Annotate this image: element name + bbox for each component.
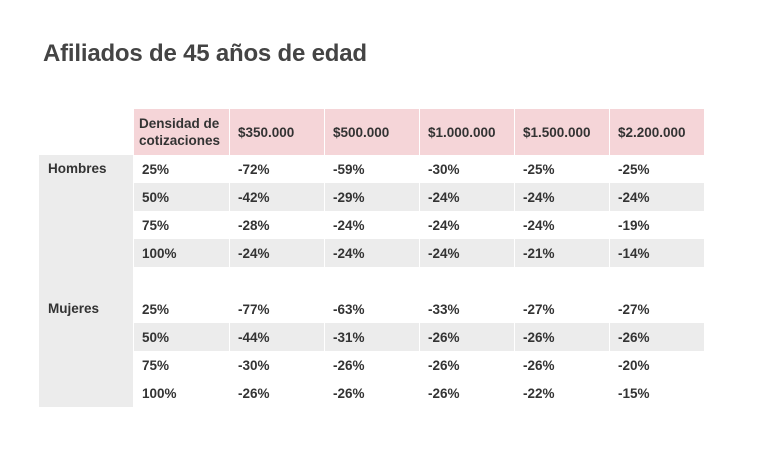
value-cell: -72% xyxy=(229,155,324,183)
value-cell: -24% xyxy=(324,211,419,239)
table-row: 100% -24% -24% -24% -21% -14% xyxy=(39,239,704,267)
value-cell: -25% xyxy=(609,155,704,183)
table-row: 100% -26% -26% -26% -22% -15% xyxy=(39,379,704,407)
value-cell: -24% xyxy=(419,239,514,267)
value-cell: -26% xyxy=(324,351,419,379)
value-cell: -59% xyxy=(324,155,419,183)
density-cell: 75% xyxy=(133,351,229,379)
value-cell: -24% xyxy=(324,239,419,267)
density-cell: 50% xyxy=(133,323,229,351)
column-header-500000: $500.000 xyxy=(324,109,419,155)
value-cell: -26% xyxy=(419,351,514,379)
column-header-2200000: $2.200.000 xyxy=(609,109,704,155)
value-cell: -14% xyxy=(609,239,704,267)
density-cell: 75% xyxy=(133,211,229,239)
value-cell: -26% xyxy=(514,323,609,351)
value-cell: -19% xyxy=(609,211,704,239)
value-cell: -21% xyxy=(514,239,609,267)
table-row: 75% -30% -26% -26% -26% -20% xyxy=(39,351,704,379)
table-row: 50% -42% -29% -24% -24% -24% xyxy=(39,183,704,211)
table-row: 75% -28% -24% -24% -24% -19% xyxy=(39,211,704,239)
density-cell: 100% xyxy=(133,239,229,267)
value-cell: -26% xyxy=(514,351,609,379)
column-header-350000: $350.000 xyxy=(229,109,324,155)
value-cell: -30% xyxy=(419,155,514,183)
header-blank-cell xyxy=(39,109,133,155)
value-cell: -44% xyxy=(229,323,324,351)
value-cell: -26% xyxy=(324,379,419,407)
density-cell: 25% xyxy=(133,155,229,183)
value-cell: -24% xyxy=(514,183,609,211)
value-cell: -30% xyxy=(229,351,324,379)
value-cell: -27% xyxy=(609,295,704,323)
column-header-1500000: $1.500.000 xyxy=(514,109,609,155)
density-cell: 50% xyxy=(133,183,229,211)
value-cell: -33% xyxy=(419,295,514,323)
value-cell: -25% xyxy=(514,155,609,183)
value-cell: -42% xyxy=(229,183,324,211)
density-cell: 25% xyxy=(133,295,229,323)
value-cell: -24% xyxy=(609,183,704,211)
value-cell: -22% xyxy=(514,379,609,407)
value-cell: -24% xyxy=(514,211,609,239)
header-row: Densidad de cotizaciones $350.000 $500.0… xyxy=(39,109,704,155)
value-cell: -24% xyxy=(419,183,514,211)
column-header-density: Densidad de cotizaciones xyxy=(133,109,229,155)
table-row: Mujeres 25% -77% -63% -33% -27% -27% xyxy=(39,295,704,407)
value-cell: -15% xyxy=(609,379,704,407)
data-table: Densidad de cotizaciones $350.000 $500.0… xyxy=(39,109,704,407)
value-cell: -26% xyxy=(229,379,324,407)
value-cell: -20% xyxy=(609,351,704,379)
value-cell: -26% xyxy=(419,379,514,407)
density-cell: 100% xyxy=(133,379,229,407)
table-spacer-row xyxy=(39,267,704,295)
value-cell: -26% xyxy=(419,323,514,351)
value-cell: -29% xyxy=(324,183,419,211)
value-cell: -24% xyxy=(419,211,514,239)
table-row: 50% -44% -31% -26% -26% -26% xyxy=(39,323,704,351)
value-cell: -63% xyxy=(324,295,419,323)
column-header-1000000: $1.000.000 xyxy=(419,109,514,155)
value-cell: -28% xyxy=(229,211,324,239)
value-cell: -31% xyxy=(324,323,419,351)
value-cell: -24% xyxy=(229,239,324,267)
value-cell: -26% xyxy=(609,323,704,351)
value-cell: -27% xyxy=(514,295,609,323)
group-label-hombres: Hombres xyxy=(39,155,133,295)
table-row: Hombres 25% -72% -59% -30% -25% -25% xyxy=(39,155,704,295)
value-cell: -77% xyxy=(229,295,324,323)
chart-title: Afiliados de 45 años de edad xyxy=(43,40,367,67)
group-label-mujeres: Mujeres xyxy=(39,295,133,407)
